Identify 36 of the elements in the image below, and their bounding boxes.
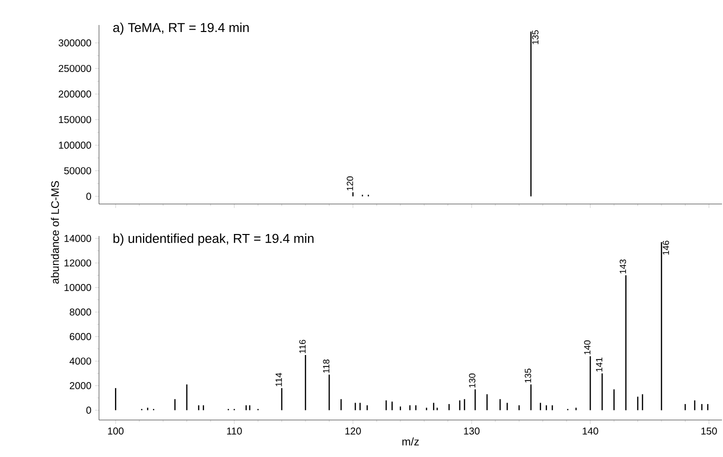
x-tick-label: 130 xyxy=(464,428,480,435)
x-tick-label: 140 xyxy=(582,428,598,435)
y-tick-label: 2000 xyxy=(70,382,92,390)
y-tick-label: 10000 xyxy=(64,284,92,292)
y-tick-label: 12000 xyxy=(64,259,92,267)
chart-title: a) TeMA, RT = 19.4 min xyxy=(113,22,249,35)
y-tick-label: 0 xyxy=(86,406,92,414)
y-tick-label: 0 xyxy=(86,192,92,200)
y-tick-label: 14000 xyxy=(64,234,92,242)
annotation: 118 xyxy=(323,360,330,373)
x-tick-label: 110 xyxy=(227,428,242,435)
annotation: 135 xyxy=(524,368,532,383)
y-tick-label: 250000 xyxy=(58,64,92,72)
annotation: 116 xyxy=(299,340,306,354)
annotation: 140 xyxy=(584,340,590,354)
y-tick-label: 200000 xyxy=(58,90,92,98)
y-tick-label: 300000 xyxy=(58,39,92,46)
y-tick-label: 100000 xyxy=(59,142,92,149)
chart-title: b) unidentified peak, RT = 19.4 min xyxy=(113,234,314,246)
annotation: 143 xyxy=(620,259,626,274)
annotation: 114 xyxy=(276,372,282,386)
y-tick-label: 6000 xyxy=(70,333,92,340)
y-tick-label: 4000 xyxy=(70,358,92,365)
annotation: 146 xyxy=(662,240,670,255)
x-tick-label: 150 xyxy=(701,428,717,435)
annotation: 141 xyxy=(596,358,602,372)
x-tick-label: 120 xyxy=(345,428,361,435)
annotation: 135 xyxy=(532,30,539,44)
x-axis-title: m/z xyxy=(402,437,419,446)
annotation: 130 xyxy=(469,374,476,388)
y-tick-label: 8000 xyxy=(70,308,92,316)
y-axis-title: abundance of LC-MS xyxy=(50,181,59,284)
x-tick-label: 100 xyxy=(108,428,124,435)
y-tick-label: 50000 xyxy=(64,167,92,174)
annotation: 120 xyxy=(346,176,354,190)
y-tick-label: 150000 xyxy=(59,116,92,124)
